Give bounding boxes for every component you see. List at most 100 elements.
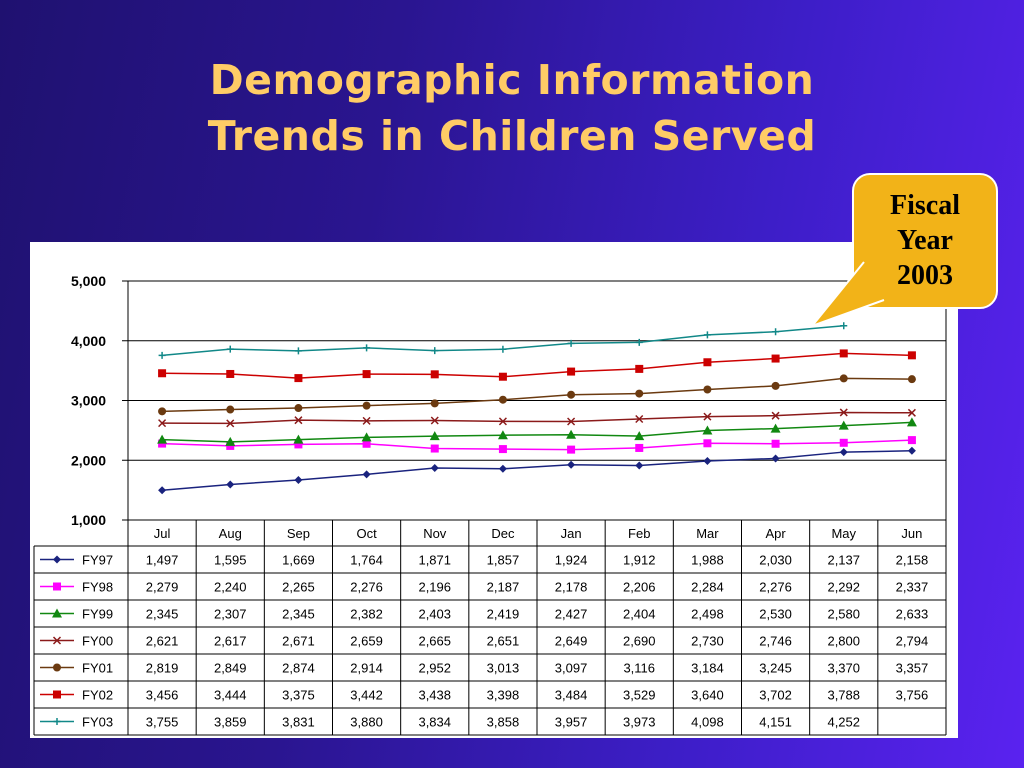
legend-label-fy03: FY03 xyxy=(82,715,113,730)
data-label-fy01: 3,370 xyxy=(827,661,860,676)
legend-label-fy97: FY97 xyxy=(82,553,113,568)
data-point-fy99 xyxy=(429,431,440,441)
data-point-fy03 xyxy=(363,344,371,352)
data-point-fy00 xyxy=(498,417,507,426)
data-label-fy99: 2,580 xyxy=(827,607,860,622)
category-label: May xyxy=(831,526,856,541)
data-label-fy03: 3,859 xyxy=(214,715,247,730)
data-point-fy99 xyxy=(770,423,781,433)
data-label-fy00: 2,730 xyxy=(691,634,724,649)
data-point-fy99 xyxy=(838,420,849,430)
category-label: Sep xyxy=(287,526,310,541)
data-point-fy01 xyxy=(498,395,507,404)
data-point-fy97 xyxy=(158,486,167,495)
data-label-fy97: 1,924 xyxy=(555,553,588,568)
data-label-fy03: 3,957 xyxy=(555,715,588,730)
data-point-fy97 xyxy=(567,460,576,469)
legend-label-fy00: FY00 xyxy=(82,634,113,649)
data-point-fy02 xyxy=(362,370,371,379)
data-label-fy99: 2,403 xyxy=(418,607,451,622)
data-label-fy02: 3,484 xyxy=(555,688,588,703)
legend-marker-fy99 xyxy=(52,608,62,618)
data-label-fy00: 2,690 xyxy=(623,634,656,649)
data-label-fy99: 2,345 xyxy=(146,607,179,622)
data-label-fy02: 3,442 xyxy=(350,688,383,703)
callout-line-2: Year xyxy=(897,225,953,256)
line-chart: 1,000 2,000 3,000 4,000 5,000 Jul Aug Sep Oct Nov… xyxy=(33,273,947,736)
data-label-fy97: 1,988 xyxy=(691,553,724,568)
data-point-fy01 xyxy=(294,404,303,413)
data-point-fy00 xyxy=(158,419,167,428)
data-point-fy97 xyxy=(294,476,303,485)
data-point-fy98 xyxy=(226,441,235,450)
data-label-fy00: 2,746 xyxy=(759,634,792,649)
data-label-fy97: 2,158 xyxy=(896,553,929,568)
callout-label: Fiscal Year 2003 xyxy=(852,188,998,293)
data-label-fy02: 3,398 xyxy=(487,688,520,703)
data-point-fy03 xyxy=(431,347,439,355)
y-tick-label: 5,000 xyxy=(71,273,106,289)
data-point-fy98 xyxy=(430,444,439,453)
chart-panel: 1,000 2,000 3,000 4,000 5,000 Jul Aug Sep Oct Nov… xyxy=(30,242,958,738)
data-point-fy98 xyxy=(362,439,371,448)
data-point-fy99 xyxy=(566,429,577,439)
data-point-fy03 xyxy=(294,347,302,355)
legend-marker-fy03 xyxy=(53,718,61,725)
data-point-fy00 xyxy=(907,408,916,417)
data-point-fy02 xyxy=(567,367,576,376)
series-line-fy98 xyxy=(162,439,912,451)
data-label-fy98: 2,284 xyxy=(691,580,724,595)
data-point-fy03 xyxy=(840,322,848,330)
data-label-fy02: 3,788 xyxy=(827,688,860,703)
legend-marker-fy02 xyxy=(53,690,61,699)
data-label-fy02: 3,456 xyxy=(146,688,179,703)
data-label-fy98: 2,240 xyxy=(214,580,247,595)
series-line-fy01 xyxy=(162,377,912,413)
data-label-fy98: 2,276 xyxy=(350,580,383,595)
data-label-fy02: 3,529 xyxy=(623,688,656,703)
data-point-fy01 xyxy=(635,389,644,398)
legend-label-fy99: FY99 xyxy=(82,607,113,622)
legend-label-fy02: FY02 xyxy=(82,688,113,703)
data-point-fy02 xyxy=(635,364,644,373)
data-label-fy97: 1,912 xyxy=(623,553,656,568)
data-label-fy01: 2,849 xyxy=(214,661,247,676)
data-point-fy00 xyxy=(635,414,644,424)
data-label-fy99: 2,404 xyxy=(623,607,656,622)
data-label-fy97: 2,030 xyxy=(759,553,792,568)
data-label-fy00: 2,649 xyxy=(555,634,588,649)
data-point-fy02 xyxy=(907,351,916,360)
data-label-fy00: 2,621 xyxy=(146,634,179,649)
data-label-fy02: 3,438 xyxy=(418,688,451,703)
data-point-fy99 xyxy=(497,430,508,440)
data-point-fy03 xyxy=(703,331,711,339)
data-point-fy01 xyxy=(567,390,576,399)
category-label: Dec xyxy=(491,526,515,541)
legend-label-fy98: FY98 xyxy=(82,580,113,595)
data-point-fy03 xyxy=(567,339,575,347)
category-label: Feb xyxy=(628,526,650,541)
data-point-fy00 xyxy=(771,411,780,420)
data-label-fy97: 1,764 xyxy=(350,553,383,568)
data-label-fy01: 3,097 xyxy=(555,661,588,676)
data-point-fy03 xyxy=(772,328,780,336)
data-point-fy97 xyxy=(226,480,235,489)
series-line-fy99 xyxy=(162,421,912,443)
data-label-fy00: 2,794 xyxy=(896,634,929,649)
data-label-fy99: 2,307 xyxy=(214,607,247,622)
data-point-fy01 xyxy=(430,399,439,408)
data-point-fy99 xyxy=(906,417,917,427)
data-label-fy99: 2,345 xyxy=(282,607,315,622)
data-point-fy98 xyxy=(294,440,303,449)
data-point-fy01 xyxy=(158,407,167,416)
data-point-fy01 xyxy=(226,405,235,414)
data-point-fy01 xyxy=(362,401,371,410)
data-label-fy03: 4,151 xyxy=(759,715,792,730)
category-label: Jul xyxy=(154,526,171,541)
data-label-fy01: 3,245 xyxy=(759,661,792,676)
data-label-fy98: 2,276 xyxy=(759,580,792,595)
data-point-fy98 xyxy=(839,438,848,447)
data-label-fy03: 3,880 xyxy=(350,715,383,730)
legend-marker-fy01 xyxy=(53,663,61,672)
